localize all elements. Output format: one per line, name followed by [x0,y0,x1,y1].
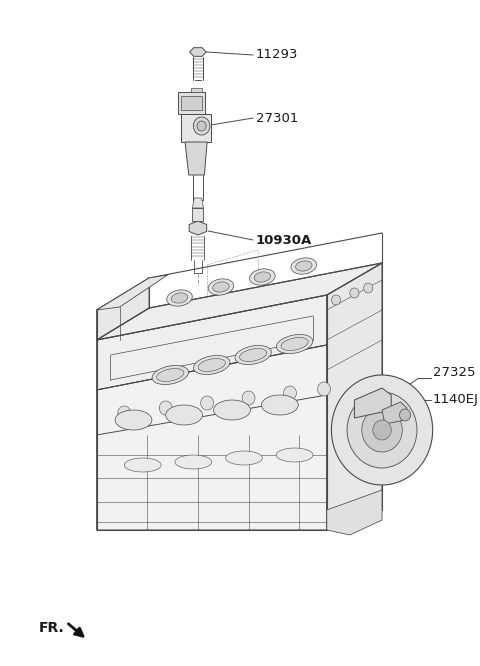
Circle shape [318,382,331,396]
Ellipse shape [193,356,230,374]
Circle shape [399,409,410,421]
Ellipse shape [214,400,251,420]
Polygon shape [96,263,382,340]
Ellipse shape [208,279,234,295]
Polygon shape [382,402,407,424]
Ellipse shape [235,346,271,364]
Circle shape [242,391,255,405]
Polygon shape [178,92,205,114]
Ellipse shape [296,261,312,271]
Circle shape [347,392,417,468]
Circle shape [350,288,359,298]
Ellipse shape [276,334,313,354]
Ellipse shape [152,366,189,384]
Text: FR.: FR. [39,621,64,635]
Ellipse shape [213,282,229,292]
Polygon shape [192,198,204,208]
Polygon shape [185,142,207,175]
Polygon shape [96,295,327,390]
Circle shape [331,375,432,485]
Ellipse shape [226,451,263,465]
Circle shape [331,295,341,305]
Circle shape [197,121,206,131]
Ellipse shape [281,338,308,350]
Circle shape [284,386,297,400]
Polygon shape [181,96,202,110]
Ellipse shape [254,272,271,282]
Polygon shape [190,48,206,57]
Ellipse shape [250,269,275,285]
Text: 1140EJ: 1140EJ [432,394,479,406]
Text: 27325: 27325 [432,366,475,378]
Circle shape [118,406,131,420]
Ellipse shape [166,405,203,425]
Polygon shape [354,388,391,418]
Ellipse shape [156,368,184,382]
Circle shape [201,396,214,410]
Ellipse shape [115,410,152,430]
Ellipse shape [291,258,317,274]
Polygon shape [189,221,207,235]
Ellipse shape [171,293,188,303]
Polygon shape [96,275,168,310]
Polygon shape [192,208,204,221]
Polygon shape [96,278,149,340]
Ellipse shape [175,455,212,469]
Ellipse shape [124,458,161,472]
Polygon shape [181,114,211,142]
Polygon shape [327,263,382,530]
Ellipse shape [167,290,192,306]
Circle shape [159,401,172,415]
Polygon shape [327,490,382,535]
Circle shape [362,408,402,452]
Polygon shape [191,88,202,92]
Ellipse shape [240,348,267,362]
Ellipse shape [262,395,298,415]
Circle shape [373,420,391,440]
Circle shape [193,117,210,135]
Polygon shape [96,345,327,530]
Ellipse shape [276,448,313,462]
Ellipse shape [198,358,226,372]
Text: 27301: 27301 [256,111,298,125]
Text: 10930A: 10930A [256,234,312,246]
Text: 11293: 11293 [256,49,298,61]
Circle shape [364,283,373,293]
